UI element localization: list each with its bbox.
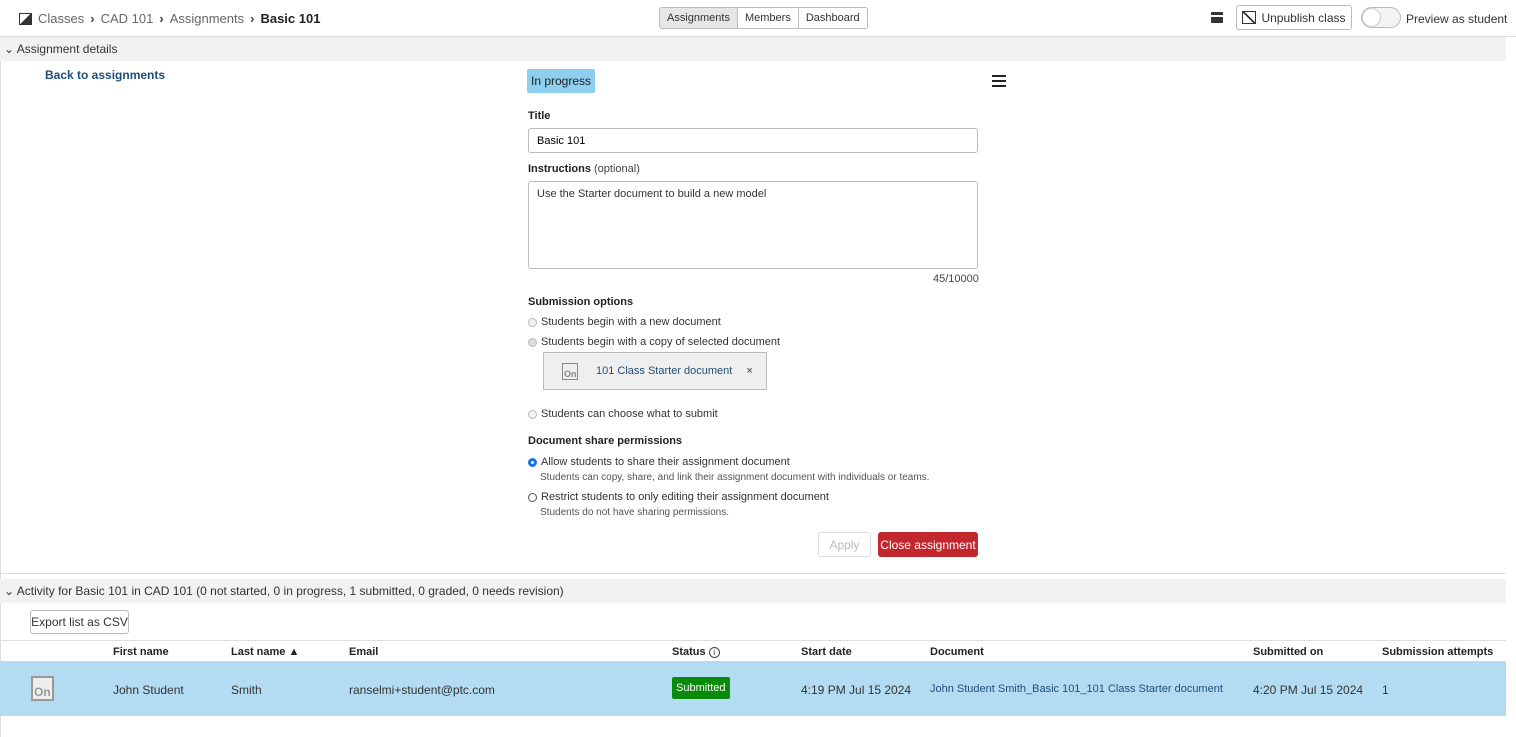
activity-title: Activity for Basic 101 in CAD 101 (0 not… [16,584,564,598]
divider [0,640,1506,641]
breadcrumb: Classes › CAD 101 › Assignments › Basic 101 [19,11,320,26]
restrict-share-description: Students do not have sharing permissions… [540,507,729,518]
unpublish-class-button[interactable]: Unpublish class [1236,5,1352,30]
radio-restrict-share[interactable]: Restrict students to only editing their … [528,491,829,503]
section-title: Assignment details [16,42,118,56]
close-assignment-button[interactable]: Close assignment [878,532,978,557]
char-count: 45/10000 [933,273,979,285]
col-submitted-on[interactable]: Submitted on [1253,646,1324,658]
top-bar [0,0,1516,37]
table-row[interactable] [0,661,1506,716]
share-permissions-label: Document share permissions [528,435,683,447]
export-csv-button[interactable]: Export list as CSV [30,610,129,634]
preview-label: Preview as student [1406,12,1508,26]
status-badge: In progress [527,69,596,93]
left-border [0,61,1,737]
title-label: Title [528,110,551,122]
cell-last-name: Smith [231,683,262,697]
archive-icon[interactable] [1211,12,1223,23]
radio-new-document[interactable]: Students begin with a new document [528,316,721,328]
onshape-document-icon: On [31,676,54,701]
cell-start-date: 4:19 PM Jul 15 2024 [801,683,912,697]
document-link[interactable]: 101 Class Starter document [596,365,733,377]
submission-options-label: Submission options [528,296,634,308]
col-last-name[interactable]: Last name ▲ [231,646,300,658]
breadcrumb-current: Basic 101 [260,11,321,26]
tab-members[interactable]: Members [737,8,799,28]
cell-attempts: 1 [1382,683,1389,697]
unpublish-icon [1242,11,1257,24]
radio-allow-share[interactable]: Allow students to share their assignment… [528,456,790,468]
chevron-down-icon: ⌄ [4,584,15,598]
col-first-name[interactable]: First name [113,646,169,658]
instructions-label: Instructions (optional) [528,163,640,175]
preview-toggle[interactable] [1361,7,1401,28]
col-start-date[interactable]: Start date [801,646,852,658]
status-badge-submitted: Submitted [672,677,730,699]
classes-icon [19,12,32,25]
tab-dashboard[interactable]: Dashboard [798,8,867,28]
radio-choose-submit[interactable]: Students can choose what to submit [528,408,718,420]
selected-document-card: On 101 Class Starter document × [543,352,767,390]
divider [0,573,1506,574]
col-attempts[interactable]: Submission attempts [1382,646,1494,658]
cell-document-link[interactable]: John Student Smith_Basic 101_101 Class S… [930,683,1223,695]
apply-button[interactable]: Apply [818,532,871,557]
remove-document-icon[interactable]: × [746,365,753,377]
onshape-document-icon: On [562,362,578,380]
breadcrumb-classes[interactable]: Classes [38,11,85,26]
assignment-details-header[interactable]: ⌄ Assignment details [0,37,1506,61]
unpublish-label: Unpublish class [1261,10,1346,25]
back-to-assignments-link[interactable]: Back to assignments [45,68,166,82]
info-icon[interactable]: i [708,647,720,658]
col-status[interactable]: Status i [672,646,720,658]
chevron-down-icon: ⌄ [4,42,15,56]
cell-email: ranselmi+student@ptc.com [349,683,495,697]
col-email[interactable]: Email [349,646,379,658]
toggle-knob [1362,8,1381,27]
breadcrumb-assignments[interactable]: Assignments [169,11,245,26]
col-document[interactable]: Document [930,646,984,658]
cell-first-name: John Student [113,683,184,697]
menu-icon[interactable] [992,75,1006,87]
view-tabs: Assignments Members Dashboard [659,7,868,29]
activity-header[interactable]: ⌄ Activity for Basic 101 in CAD 101 (0 n… [0,579,1506,603]
instructions-textarea[interactable]: Use the Starter document to build a new … [528,181,978,269]
title-input[interactable] [528,128,978,153]
radio-copy-document[interactable]: Students begin with a copy of selected d… [528,336,780,348]
allow-share-description: Students can copy, share, and link their… [540,472,930,483]
cell-submitted-on: 4:20 PM Jul 15 2024 [1253,683,1364,697]
tab-assignments[interactable]: Assignments [660,8,738,28]
breadcrumb-cad101[interactable]: CAD 101 [100,11,154,26]
